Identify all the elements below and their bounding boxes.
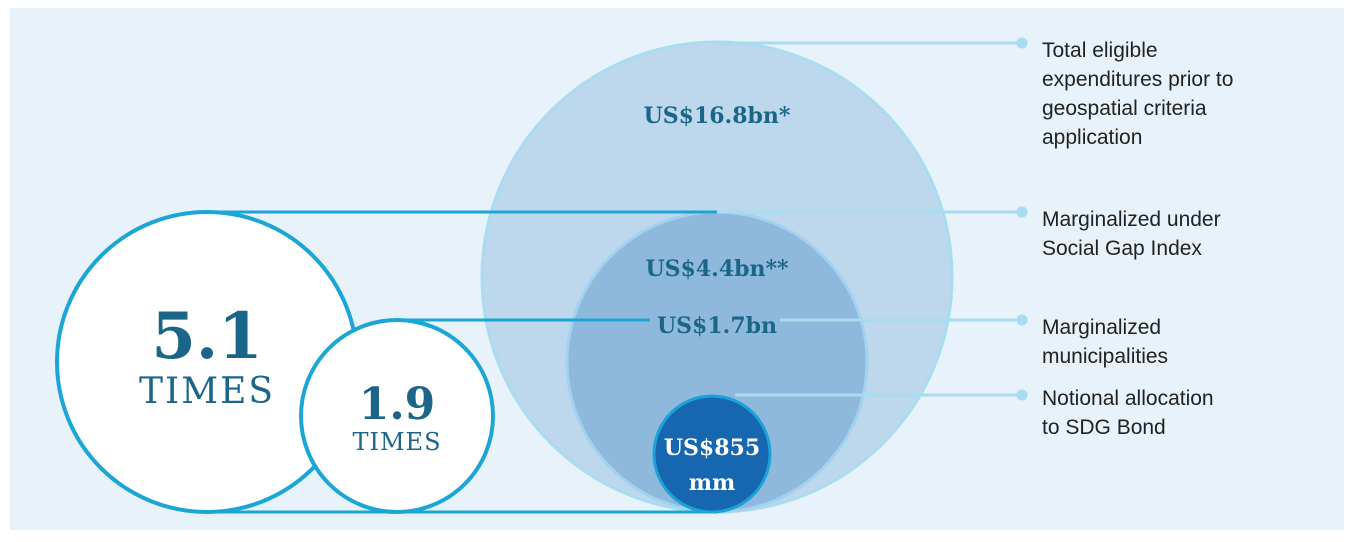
- label-line: geospatial criteria: [1042, 97, 1207, 120]
- leader-dot: [1016, 206, 1028, 218]
- label-line: Notional allocation: [1042, 387, 1214, 410]
- amount: mm: [689, 470, 736, 496]
- stat-circle: [299, 318, 495, 514]
- amount: US$4.4bn**: [645, 256, 789, 282]
- labels: Total eligible expenditures prior to geosp…: [1042, 39, 1233, 439]
- stat-value: 1.9: [359, 379, 436, 430]
- label-line: expenditures prior to: [1042, 68, 1233, 91]
- amount: US$855: [664, 435, 760, 461]
- label-line: application: [1042, 126, 1142, 149]
- stat-unit: TIMES: [139, 371, 275, 412]
- label-line: municipalities: [1042, 345, 1168, 368]
- leader-dot: [1016, 37, 1028, 49]
- connectors: [207, 210, 717, 514]
- amount: US$1.7bn: [657, 313, 777, 339]
- label-leaders: [717, 37, 1028, 401]
- label-line: Total eligible: [1042, 39, 1158, 62]
- label-line: Marginalized under: [1042, 208, 1221, 231]
- leader-dot: [1016, 314, 1028, 326]
- label-line: to SDG Bond: [1042, 416, 1166, 439]
- stat-value: 5.1: [151, 299, 262, 374]
- stat-unit: TIMES: [352, 428, 441, 456]
- label-line: Social Gap Index: [1042, 237, 1202, 260]
- label-line: Marginalized: [1042, 316, 1161, 339]
- leader-dot: [1016, 389, 1028, 401]
- amount: US$16.8bn*: [644, 103, 791, 129]
